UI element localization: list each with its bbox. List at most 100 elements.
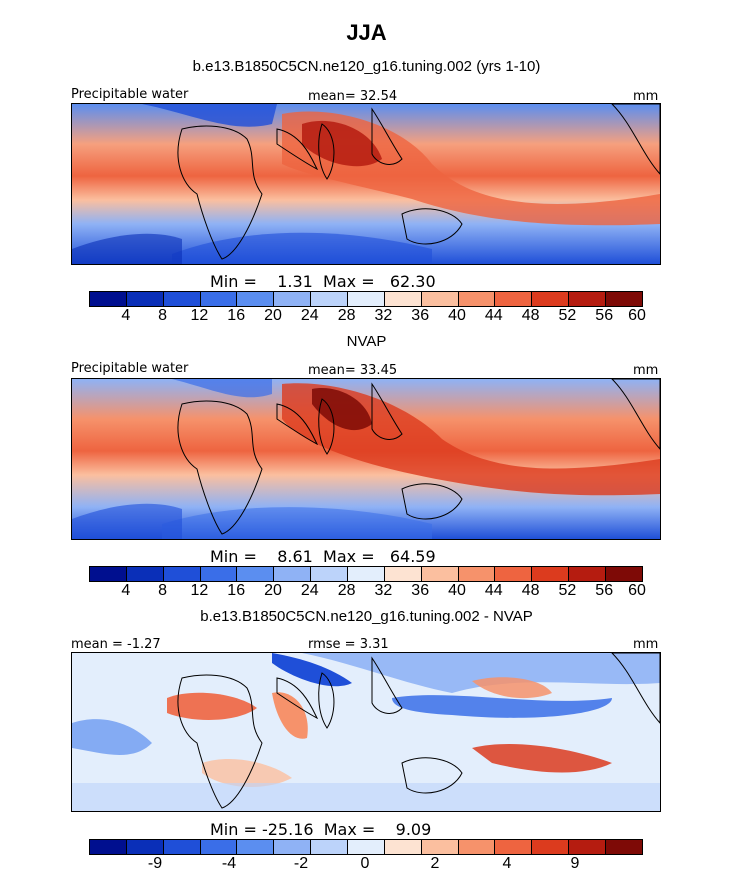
colorbar-swatch xyxy=(384,840,422,854)
colorbar-swatch xyxy=(237,292,275,306)
colorbar-tick: 28 xyxy=(337,307,356,324)
panel1-monsoon-max xyxy=(302,120,382,167)
panel2-monsoon-max xyxy=(312,388,372,431)
colorbar-tick: 32 xyxy=(374,307,393,324)
colorbar-tick: 4 xyxy=(121,307,131,324)
panel2-subtitle: NVAP xyxy=(346,333,387,350)
panel3-rmse-label: rmse = 3.31 xyxy=(308,637,389,652)
panel3-spcz-positive xyxy=(472,743,612,773)
panel2-dry-region xyxy=(172,379,272,398)
colorbar-tick: -4 xyxy=(221,855,237,872)
colorbar-tick: 8 xyxy=(158,307,168,324)
panel1-units-label: mm xyxy=(633,89,659,104)
colorbar-tick: 40 xyxy=(448,582,466,599)
panel3-nw-negative xyxy=(272,653,352,687)
colorbar-tick: 60 xyxy=(628,582,646,599)
colorbar-tick: 9 xyxy=(570,855,580,872)
panel3-atlantic-negative xyxy=(72,719,152,755)
colorbar-swatch xyxy=(532,292,570,306)
colorbar-swatch xyxy=(421,840,459,854)
colorbar-tick: -2 xyxy=(293,855,309,872)
colorbar-swatch xyxy=(348,840,385,854)
panel2-map xyxy=(71,378,661,540)
panel1-coastlines xyxy=(177,104,660,260)
colorbar-swatch xyxy=(458,567,496,581)
colorbar-tick: 52 xyxy=(558,582,577,599)
colorbar-swatch xyxy=(348,292,385,306)
colorbar-tick: 48 xyxy=(521,307,540,324)
panel1-variable-label: Precipitable water xyxy=(71,87,189,102)
panel3-units-label: mm xyxy=(633,637,659,652)
panel1-minmax: Min = 1.31 Max = 62.30 xyxy=(210,272,436,291)
panel3-colorbar xyxy=(89,839,643,855)
colorbar-swatch xyxy=(606,567,642,581)
colorbar-swatch xyxy=(569,292,607,306)
panel3-coastlines xyxy=(177,653,660,809)
colorbar-swatch xyxy=(495,567,533,581)
colorbar-swatch xyxy=(606,292,642,306)
panel2-variable-label: Precipitable water xyxy=(71,361,189,376)
colorbar-swatch xyxy=(421,292,459,306)
colorbar-swatch xyxy=(311,567,349,581)
colorbar-tick: 20 xyxy=(264,582,282,599)
panel1-mean-label: mean= 32.54 xyxy=(308,89,398,104)
panel1-dry-region xyxy=(142,104,277,127)
panel1-colorbar xyxy=(89,291,643,307)
panel1-colorbar-ticks: 4 8 12 16 20 24 28 32 36 40 44 48 52 56 … xyxy=(89,307,646,327)
panel2-coastlines xyxy=(177,379,660,535)
colorbar-tick: 32 xyxy=(374,582,393,599)
colorbar-swatch xyxy=(569,567,607,581)
panel2-minmax: Min = 8.61 Max = 64.59 xyxy=(210,547,436,566)
colorbar-swatch xyxy=(237,840,275,854)
colorbar-tick: 36 xyxy=(411,307,430,324)
colorbar-tick: -9 xyxy=(147,855,163,872)
colorbar-swatch xyxy=(163,840,201,854)
colorbar-swatch xyxy=(200,292,238,306)
colorbar-tick: 12 xyxy=(190,307,209,324)
colorbar-tick: 2 xyxy=(430,855,440,872)
colorbar-swatch xyxy=(384,292,422,306)
colorbar-swatch xyxy=(90,292,127,306)
panel3-npac-positive xyxy=(472,677,552,699)
panel3-subtitle: b.e13.B1850C5CN.ne120_g16.tuning.002 - N… xyxy=(200,608,533,625)
colorbar-swatch xyxy=(163,292,201,306)
colorbar-swatch xyxy=(126,292,164,306)
panel2-sw-dry xyxy=(72,503,182,539)
panel3-sahel-positive xyxy=(167,692,257,720)
colorbar-swatch xyxy=(532,840,570,854)
colorbar-tick: 12 xyxy=(190,582,209,599)
panel2-colorbar xyxy=(89,566,643,582)
panel3-colorbar-ticks: -9 -4 -2 0 2 4 9 xyxy=(89,855,641,875)
panel2-warm-pool xyxy=(282,383,660,496)
colorbar-swatch xyxy=(495,840,533,854)
colorbar-swatch xyxy=(126,840,164,854)
colorbar-tick: 44 xyxy=(484,307,503,324)
colorbar-swatch xyxy=(384,567,422,581)
colorbar-swatch xyxy=(606,840,642,854)
colorbar-tick: 20 xyxy=(264,307,282,324)
colorbar-tick: 56 xyxy=(595,307,614,324)
colorbar-tick: 4 xyxy=(121,582,131,599)
colorbar-tick: 56 xyxy=(595,582,614,599)
colorbar-swatch xyxy=(274,840,312,854)
colorbar-swatch xyxy=(274,567,312,581)
panel3-map xyxy=(71,652,661,812)
panel2-southern-dry xyxy=(162,507,432,539)
colorbar-swatch xyxy=(237,567,275,581)
colorbar-tick: 48 xyxy=(521,582,540,599)
panel2-units-label: mm xyxy=(633,363,659,378)
colorbar-swatch xyxy=(532,567,570,581)
colorbar-swatch xyxy=(90,567,127,581)
colorbar-swatch xyxy=(200,567,238,581)
colorbar-swatch xyxy=(311,292,349,306)
colorbar-tick: 24 xyxy=(300,307,319,324)
colorbar-swatch xyxy=(90,840,127,854)
panel1-warm-pool xyxy=(282,111,660,226)
colorbar-swatch xyxy=(311,840,349,854)
colorbar-tick: 52 xyxy=(558,307,577,324)
panel1-subtitle: b.e13.B1850C5CN.ne120_g16.tuning.002 (yr… xyxy=(192,58,541,75)
panel3-mean-label: mean = -1.27 xyxy=(71,637,161,652)
panel3-southern-band xyxy=(72,783,660,811)
panel2-mean-label: mean= 33.45 xyxy=(308,363,398,378)
panel3-south-positive xyxy=(202,758,292,788)
